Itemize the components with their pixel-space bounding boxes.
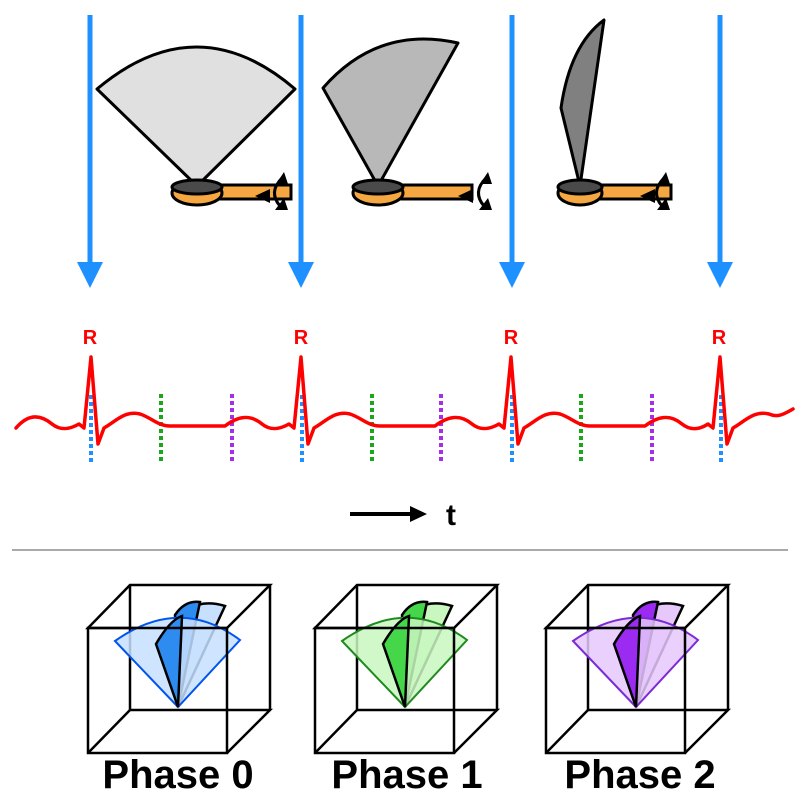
phase-1-volume [312, 583, 501, 755]
phase-0-volume [85, 583, 274, 755]
rotation-arrow-icon [640, 172, 670, 210]
sector-fan [95, 45, 297, 188]
right-arrow-icon [350, 506, 427, 522]
down-arrow-icon [77, 15, 103, 288]
r-peak-label: R [294, 327, 309, 349]
r-peak-label: R [504, 327, 519, 349]
phase-0-label: Phase 0 [102, 753, 253, 797]
time-axis-label: t [446, 499, 456, 532]
phase-2-volume [543, 583, 732, 755]
probe-sweeps [95, 18, 673, 210]
sweep-sector-2 [321, 37, 492, 210]
sweep-sector-3 [556, 18, 673, 210]
r-peak-label: R [83, 327, 98, 349]
down-arrow-icon [499, 15, 525, 288]
sector-fan [321, 37, 460, 188]
r-peak-label: R [712, 327, 727, 349]
rotation-arrow-icon [255, 172, 288, 210]
phase-1-label: Phase 1 [331, 753, 482, 797]
down-arrow-icon [707, 15, 733, 288]
trigger-arrows [77, 15, 733, 288]
phase-2-label: Phase 2 [564, 753, 715, 797]
volume-cube-icon [312, 583, 501, 754]
volume-cube-front [86, 626, 229, 755]
volume-cube-front [544, 626, 687, 755]
sector-fan [559, 18, 606, 188]
rotation-arrow-icon [458, 172, 492, 210]
gating-markers [89, 394, 723, 463]
sweep-sector-1 [95, 45, 297, 210]
ultrasound-probe-icon [170, 172, 293, 210]
ultrasound-probe-icon [351, 172, 492, 210]
volume-cube-front [313, 626, 456, 755]
down-arrow-icon [288, 15, 314, 288]
ecg-trace [14, 355, 795, 446]
ultrasound-probe-icon [556, 172, 673, 210]
